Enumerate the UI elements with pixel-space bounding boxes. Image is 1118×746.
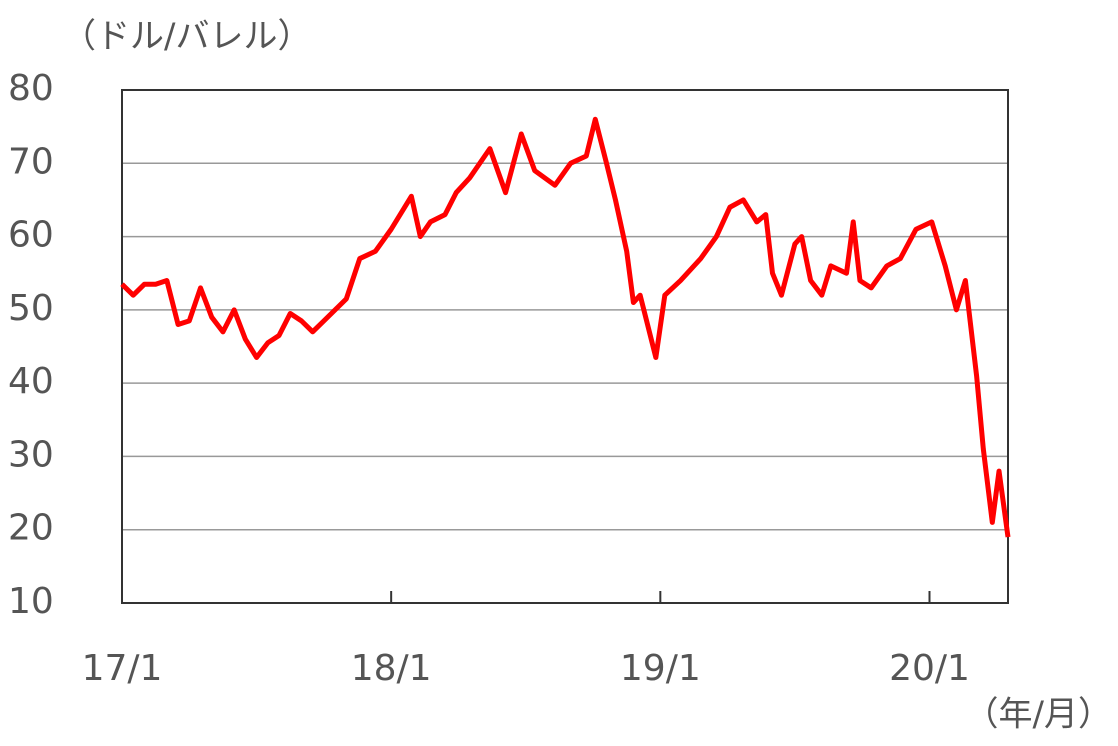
x-tick-label: 19/1 — [620, 648, 701, 689]
x-tick-label: 18/1 — [351, 648, 432, 689]
y-tick-label: 10 — [8, 581, 54, 622]
y-tick-label: 20 — [8, 508, 54, 549]
y-tick-label: 50 — [8, 288, 54, 329]
x-axis-label: （年/月） — [965, 695, 1112, 735]
y-axis-label: （ドル/バレル） — [62, 17, 311, 57]
y-tick-label: 80 — [8, 68, 54, 109]
y-tick-label: 60 — [8, 215, 54, 256]
y-tick-label: 30 — [8, 434, 54, 475]
y-tick-label: 70 — [8, 141, 54, 182]
x-tick-label: 17/1 — [82, 648, 163, 689]
plot-frame — [121, 89, 1009, 604]
y-tick-label: 40 — [8, 361, 54, 402]
x-tick-label: 20/1 — [889, 648, 970, 689]
price-line — [120, 116, 1011, 538]
